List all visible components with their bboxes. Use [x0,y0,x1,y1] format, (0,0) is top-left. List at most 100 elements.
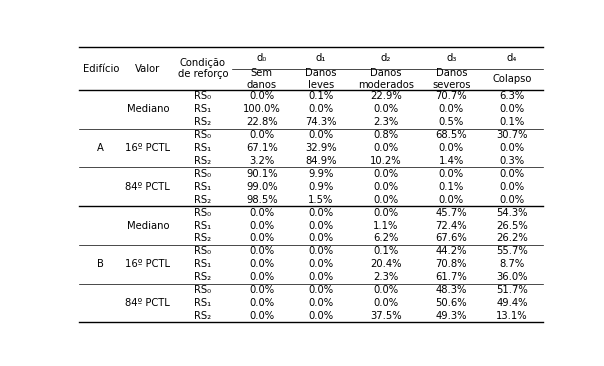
Text: RS₂: RS₂ [194,117,211,127]
Text: 0.0%: 0.0% [373,298,399,308]
Text: 0.0%: 0.0% [308,221,333,231]
Text: 0.0%: 0.0% [249,285,274,295]
Text: 3.2%: 3.2% [249,156,274,166]
Text: 26.2%: 26.2% [496,234,528,243]
Text: 84º PCTL: 84º PCTL [126,298,170,308]
Text: 0.0%: 0.0% [308,104,333,114]
Text: 74.3%: 74.3% [305,117,336,127]
Text: 0.0%: 0.0% [500,169,525,179]
Text: 0.0%: 0.0% [373,143,399,153]
Text: 0.0%: 0.0% [373,285,399,295]
Text: 32.9%: 32.9% [305,143,336,153]
Text: RS₀: RS₀ [194,246,211,256]
Text: 0.1%: 0.1% [500,117,525,127]
Text: Colapso: Colapso [492,74,532,84]
Text: 67.1%: 67.1% [246,143,278,153]
Text: 0.0%: 0.0% [249,246,274,256]
Text: RS₀: RS₀ [194,130,211,140]
Text: 2.3%: 2.3% [373,272,399,282]
Text: 0.0%: 0.0% [249,130,274,140]
Text: RS₁: RS₁ [194,182,211,192]
Text: 54.3%: 54.3% [496,208,528,218]
Text: 70.8%: 70.8% [435,259,467,269]
Text: 2.3%: 2.3% [373,117,399,127]
Text: 0.0%: 0.0% [308,298,333,308]
Text: 0.0%: 0.0% [500,195,525,205]
Text: 0.0%: 0.0% [500,182,525,192]
Text: Danos
severos: Danos severos [432,68,471,90]
Text: 0.0%: 0.0% [308,311,333,321]
Text: 0.0%: 0.0% [308,234,333,243]
Text: 45.7%: 45.7% [435,208,467,218]
Text: 0.9%: 0.9% [308,182,333,192]
Text: 0.0%: 0.0% [308,285,333,295]
Text: 44.2%: 44.2% [435,246,467,256]
Text: 67.6%: 67.6% [435,234,467,243]
Text: 22.8%: 22.8% [246,117,278,127]
Text: 0.8%: 0.8% [373,130,399,140]
Text: RS₀: RS₀ [194,208,211,218]
Text: d₄: d₄ [507,53,517,63]
Text: 0.1%: 0.1% [439,182,464,192]
Text: 20.4%: 20.4% [370,259,402,269]
Text: 0.0%: 0.0% [249,208,274,218]
Text: 90.1%: 90.1% [246,169,278,179]
Text: d₀: d₀ [257,53,267,63]
Text: 0.0%: 0.0% [249,298,274,308]
Text: 16º PCTL: 16º PCTL [126,259,170,269]
Text: 49.4%: 49.4% [496,298,528,308]
Text: Danos
moderados: Danos moderados [358,68,414,90]
Text: 0.0%: 0.0% [439,169,464,179]
Text: 100.0%: 100.0% [243,104,281,114]
Text: 0.0%: 0.0% [439,104,464,114]
Text: 6.2%: 6.2% [373,234,399,243]
Text: RS₂: RS₂ [194,311,211,321]
Text: 84.9%: 84.9% [305,156,336,166]
Text: RS₂: RS₂ [194,156,211,166]
Text: d₃: d₃ [446,53,457,63]
Text: 84º PCTL: 84º PCTL [126,182,170,192]
Text: d₂: d₂ [381,53,391,63]
Text: 22.9%: 22.9% [370,92,402,101]
Text: 0.0%: 0.0% [249,259,274,269]
Text: 61.7%: 61.7% [435,272,467,282]
Text: 0.0%: 0.0% [249,234,274,243]
Text: d₁: d₁ [316,53,326,63]
Text: 0.0%: 0.0% [373,169,399,179]
Text: 50.6%: 50.6% [435,298,467,308]
Text: 6.3%: 6.3% [500,92,525,101]
Text: 51.7%: 51.7% [496,285,528,295]
Text: Mediano: Mediano [127,221,169,231]
Text: 0.0%: 0.0% [308,272,333,282]
Text: Valor: Valor [135,64,161,74]
Text: RS₂: RS₂ [194,234,211,243]
Text: RS₁: RS₁ [194,298,211,308]
Text: 0.5%: 0.5% [439,117,464,127]
Text: 26.5%: 26.5% [496,221,528,231]
Text: Danos
leves: Danos leves [305,68,336,90]
Text: 0.0%: 0.0% [308,259,333,269]
Text: 10.2%: 10.2% [370,156,402,166]
Text: 8.7%: 8.7% [500,259,525,269]
Text: 0.0%: 0.0% [500,104,525,114]
Text: 0.0%: 0.0% [373,208,399,218]
Text: 55.7%: 55.7% [496,246,528,256]
Text: RS₀: RS₀ [194,285,211,295]
Text: 48.3%: 48.3% [435,285,467,295]
Text: 68.5%: 68.5% [435,130,467,140]
Text: 1.1%: 1.1% [373,221,399,231]
Text: 16º PCTL: 16º PCTL [126,143,170,153]
Text: 0.0%: 0.0% [249,221,274,231]
Text: Condição
de reforço: Condição de reforço [178,58,228,79]
Text: 72.4%: 72.4% [435,221,467,231]
Text: Edifício: Edifício [83,64,119,74]
Text: 30.7%: 30.7% [496,130,528,140]
Text: 98.5%: 98.5% [246,195,278,205]
Text: RS₀: RS₀ [194,92,211,101]
Text: 36.0%: 36.0% [496,272,528,282]
Text: 37.5%: 37.5% [370,311,402,321]
Text: 49.3%: 49.3% [435,311,467,321]
Text: RS₁: RS₁ [194,221,211,231]
Text: 13.1%: 13.1% [496,311,528,321]
Text: 0.3%: 0.3% [500,156,525,166]
